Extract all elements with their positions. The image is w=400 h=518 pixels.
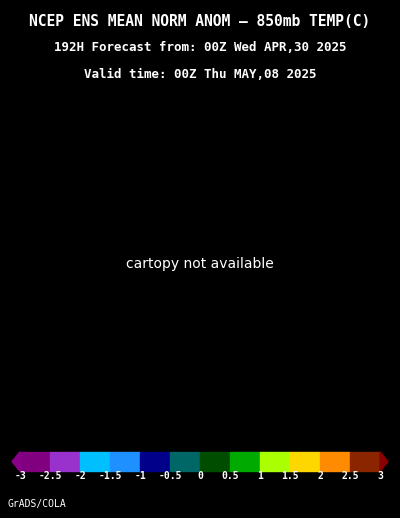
Text: 0.5: 0.5 bbox=[221, 471, 239, 481]
Polygon shape bbox=[12, 452, 20, 471]
Text: 2: 2 bbox=[317, 471, 323, 481]
Text: 192H Forecast from: 00Z Wed APR,30 2025: 192H Forecast from: 00Z Wed APR,30 2025 bbox=[54, 41, 346, 54]
Bar bbox=[80, 452, 110, 471]
Text: NCEP ENS MEAN NORM ANOM – 850mb TEMP(C): NCEP ENS MEAN NORM ANOM – 850mb TEMP(C) bbox=[29, 14, 371, 29]
Bar bbox=[50, 452, 80, 471]
Text: -2: -2 bbox=[74, 471, 86, 481]
Text: 1: 1 bbox=[257, 471, 263, 481]
Bar bbox=[110, 452, 140, 471]
Text: 2.5: 2.5 bbox=[341, 471, 359, 481]
Bar bbox=[200, 452, 230, 471]
Bar bbox=[140, 452, 170, 471]
Bar bbox=[230, 452, 260, 471]
Text: 0: 0 bbox=[197, 471, 203, 481]
Bar bbox=[170, 452, 200, 471]
Bar bbox=[20, 452, 50, 471]
Polygon shape bbox=[380, 452, 388, 471]
Text: -1.5: -1.5 bbox=[98, 471, 122, 481]
Text: -0.5: -0.5 bbox=[158, 471, 182, 481]
Text: GrADS/COLA: GrADS/COLA bbox=[8, 499, 67, 509]
Bar bbox=[350, 452, 380, 471]
Bar bbox=[290, 452, 320, 471]
Bar bbox=[320, 452, 350, 471]
Text: 3: 3 bbox=[377, 471, 383, 481]
Text: -1: -1 bbox=[134, 471, 146, 481]
Text: -2.5: -2.5 bbox=[38, 471, 62, 481]
Text: cartopy not available: cartopy not available bbox=[126, 257, 274, 271]
Text: Valid time: 00Z Thu MAY,08 2025: Valid time: 00Z Thu MAY,08 2025 bbox=[84, 67, 316, 81]
Text: -3: -3 bbox=[14, 471, 26, 481]
Text: 1.5: 1.5 bbox=[281, 471, 299, 481]
Bar bbox=[260, 452, 290, 471]
